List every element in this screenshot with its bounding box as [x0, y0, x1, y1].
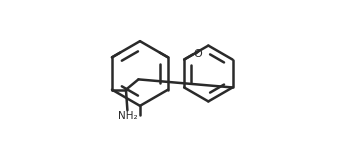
Text: NH₂: NH₂ [118, 111, 137, 121]
Text: O: O [194, 49, 202, 59]
